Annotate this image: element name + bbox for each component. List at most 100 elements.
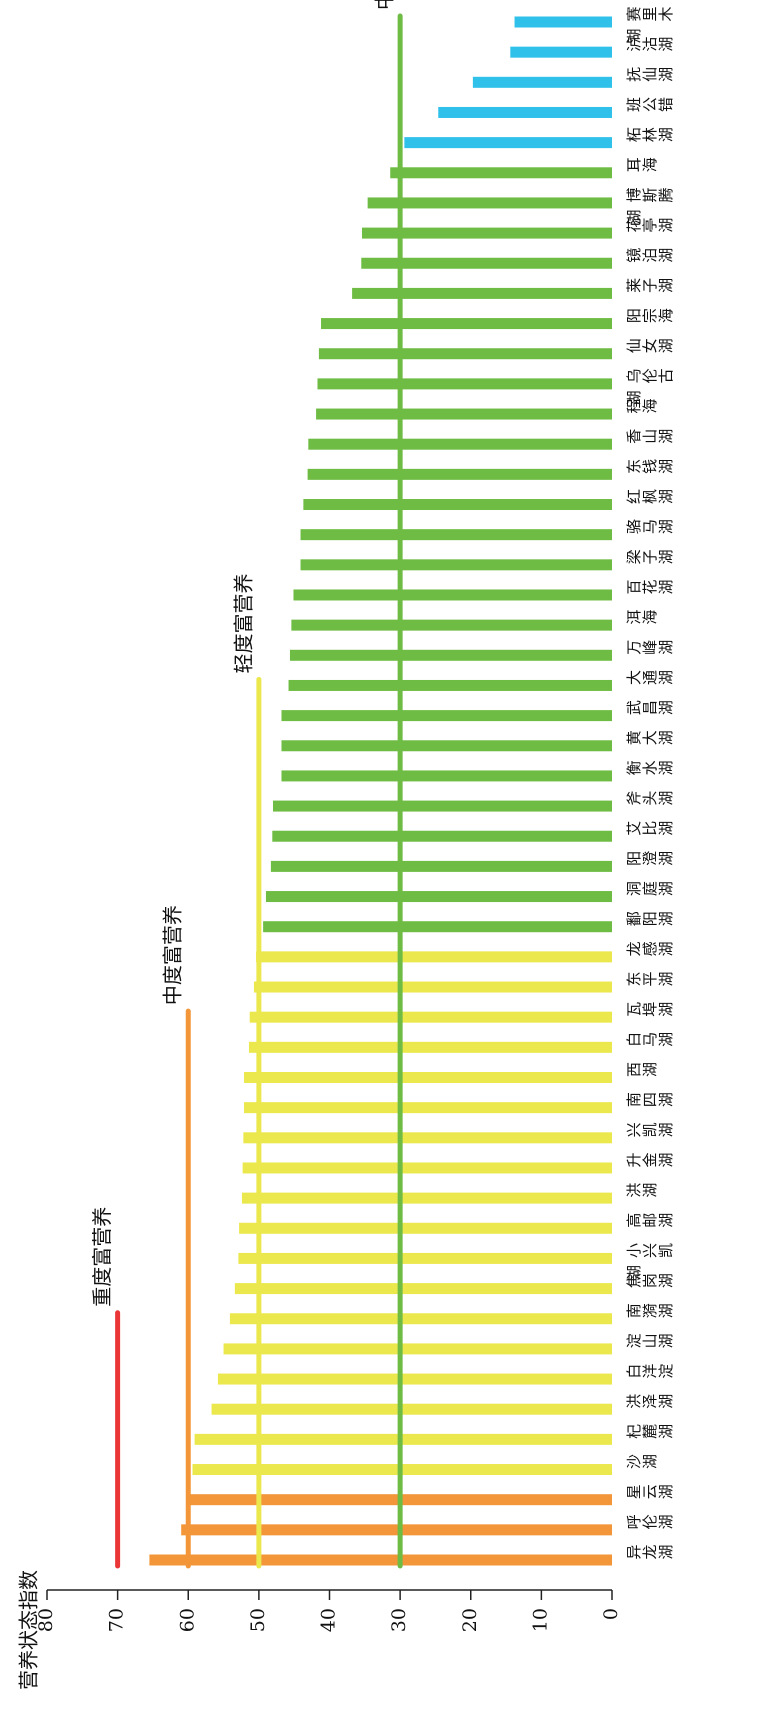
category-label: 南漪湖: [625, 1303, 675, 1318]
bar: [248, 1041, 613, 1053]
category-label-char: 湖: [641, 1062, 659, 1077]
category-label-char: 升: [625, 1152, 643, 1167]
threshold-label: 重度富营养: [90, 1207, 114, 1307]
category-label-char: 耳: [625, 157, 643, 172]
category-label-char: 花: [625, 218, 643, 233]
category-label-char: 泽: [641, 1394, 659, 1409]
category-label-char: 山: [641, 1333, 659, 1348]
category-label-char: 异: [625, 1544, 643, 1559]
category-label: 星云湖: [625, 1484, 675, 1499]
category-label-char: 感: [641, 941, 659, 956]
tick-label: 40: [318, 1608, 340, 1632]
category-label-char: 香: [625, 429, 643, 444]
category-label: 莱子湖: [625, 278, 675, 293]
category-label: 瓦埠湖: [625, 1002, 675, 1017]
category-label-char: 湖: [657, 851, 675, 866]
category-label-char: 马: [641, 519, 659, 534]
bar: [244, 1071, 612, 1083]
bar: [361, 227, 612, 239]
bar: [270, 860, 612, 872]
category-label-char: 埠: [641, 1002, 659, 1017]
bar: [256, 951, 612, 963]
category-label-char: 艾: [625, 821, 643, 836]
bar: [194, 1433, 612, 1445]
category-label-char: 沙: [625, 1454, 643, 1469]
bar: [272, 830, 612, 842]
tick-label: 70: [106, 1608, 128, 1632]
category-label-char: 武: [625, 700, 643, 715]
category-label-char: 海: [641, 399, 659, 414]
bar: [289, 649, 612, 661]
tick-label: 50: [247, 1608, 269, 1632]
bar: [238, 1252, 613, 1264]
category-label-char: 湖: [657, 37, 675, 52]
bar: [229, 1313, 612, 1325]
bar: [318, 348, 612, 360]
category-label-char: 云: [641, 1484, 659, 1499]
category-label: 骆马湖: [625, 519, 675, 534]
category-label-char: 湖: [657, 911, 675, 926]
bar: [303, 499, 612, 511]
category-label-char: 万: [625, 640, 643, 655]
category-label: 程海: [625, 399, 659, 414]
category-label-char: 湖: [657, 1514, 675, 1529]
category-label-char: 水: [641, 760, 659, 775]
category-label: 阳澄湖: [625, 851, 675, 866]
category-label-char: 湖: [657, 1484, 675, 1499]
threshold-label: 中度富营养: [161, 905, 185, 1005]
category-label-char: 柘: [625, 127, 643, 142]
bar: [181, 1524, 612, 1536]
category-label-char: 百: [625, 579, 643, 594]
bar: [281, 740, 612, 752]
category-label-char: 庭: [641, 881, 659, 896]
category-label-char: 湖: [657, 579, 675, 594]
category-label: 斧头湖: [625, 791, 675, 806]
category-label-char: 程: [625, 399, 643, 414]
bar: [281, 770, 612, 782]
category-label-char: 衡: [625, 760, 643, 775]
category-label-char: 洞: [625, 881, 643, 896]
category-label-char: 泊: [641, 248, 659, 263]
bar: [308, 438, 612, 450]
category-label: 龙感湖: [625, 941, 675, 956]
category-label-char: 木: [657, 6, 675, 21]
category-label-char: 湖: [657, 429, 675, 444]
category-label-char: 湖: [657, 1152, 675, 1167]
category-label-char: 湖: [657, 941, 675, 956]
category-label-char: 错: [657, 97, 675, 112]
bar: [244, 1102, 612, 1114]
bar: [234, 1283, 613, 1295]
category-label-char: 黄: [625, 730, 643, 745]
category-label-char: 湖: [641, 1183, 659, 1198]
category-label-char: 湖: [657, 1424, 675, 1439]
category-label-char: 马: [641, 1032, 659, 1047]
bar: [300, 529, 612, 541]
category-label-char: 通: [641, 670, 659, 685]
category-label-char: 小: [625, 1243, 643, 1258]
category-label-char: 湖: [657, 730, 675, 745]
category-label: 东平湖: [625, 972, 675, 987]
category-label-char: 湖: [657, 1544, 675, 1559]
category-label-char: 龙: [625, 941, 643, 956]
category-label: 黄大湖: [625, 730, 675, 745]
category-label-char: 兴: [641, 1243, 659, 1258]
bar: [149, 1554, 612, 1566]
category-label-char: 湖: [657, 248, 675, 263]
category-label-char: 里: [641, 6, 659, 21]
category-label-char: 班: [625, 97, 643, 112]
category-label-char: 阳: [641, 911, 659, 926]
category-label-char: 平: [641, 972, 659, 987]
tick-group: 0 10 20 30 40 50 60 70 80: [35, 1590, 622, 1632]
bar: [510, 46, 612, 58]
category-label: 兴凯湖: [625, 1122, 675, 1137]
category-label-char: 金: [641, 1152, 659, 1167]
category-label-char: 南: [625, 1303, 643, 1318]
tick-label: 0: [600, 1608, 622, 1620]
category-label-char: 博: [625, 187, 643, 202]
category-label-char: 邮: [641, 1213, 659, 1228]
category-label-char: 岗: [641, 1273, 659, 1288]
bar: [241, 1192, 613, 1204]
category-label-char: 漪: [641, 1303, 659, 1318]
category-label: 镜泊湖: [625, 248, 675, 263]
